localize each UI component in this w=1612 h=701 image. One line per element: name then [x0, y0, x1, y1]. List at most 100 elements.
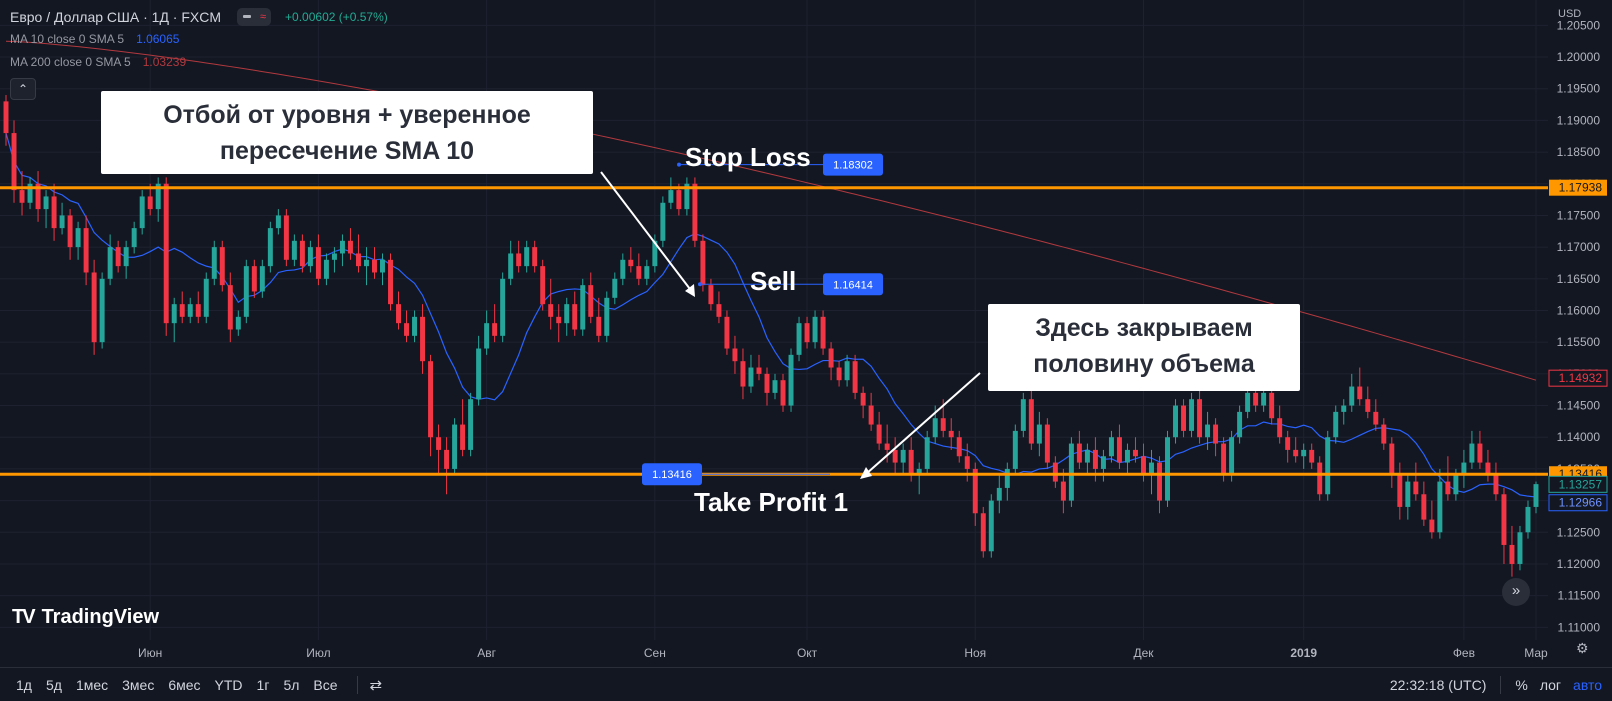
price-tick-label: 1.20500	[1557, 18, 1601, 32]
candle-body	[1517, 532, 1523, 564]
candle-body	[1437, 481, 1443, 533]
candle-body	[67, 215, 73, 248]
candle-body	[524, 247, 530, 267]
symbol-legend[interactable]: Евро / Доллар США · 1Д · FXCM ≈ +0.00602…	[10, 8, 388, 26]
candle-body	[460, 424, 466, 450]
candle-body	[1405, 481, 1411, 507]
range-3m[interactable]: 3мес	[122, 676, 155, 693]
price-tick-label: 1.17500	[1557, 208, 1601, 222]
candle-body	[1076, 443, 1082, 463]
candle-body	[1020, 399, 1026, 431]
candle-body	[884, 443, 890, 450]
candle-body	[844, 361, 850, 381]
log-scale-toggle[interactable]: лог	[1539, 676, 1562, 693]
candle-body	[51, 196, 57, 229]
auto-scale-toggle[interactable]: авто	[1573, 676, 1602, 693]
price-tick-label: 1.17000	[1557, 240, 1601, 254]
candle-body	[187, 304, 193, 317]
candle-body	[299, 240, 305, 267]
ma200-legend[interactable]: MA 200 close 0 SMA 5 1.03239	[10, 55, 186, 69]
tradingview-logo[interactable]: TV TradingView	[12, 606, 159, 629]
price-marker-label: 1.12966	[1559, 496, 1603, 510]
candle-body	[1044, 424, 1050, 463]
range-5d[interactable]: 5д	[45, 676, 62, 693]
candle-body	[195, 304, 201, 317]
range-5y[interactable]: 5л	[283, 676, 300, 693]
candle-body	[540, 266, 546, 305]
range-all[interactable]: Все	[313, 676, 338, 693]
candle-body	[1100, 456, 1106, 469]
scroll-to-realtime-button[interactable]: »	[1502, 578, 1530, 606]
candle-body	[820, 316, 826, 349]
candle-body	[1525, 506, 1531, 533]
percent-scale-toggle[interactable]: %	[1515, 676, 1528, 693]
ma10-legend[interactable]: MA 10 close 0 SMA 5 1.06065	[10, 32, 179, 46]
candle-body	[1413, 481, 1419, 495]
candle-body	[604, 297, 610, 336]
candle-body	[19, 190, 25, 203]
candle-body	[59, 215, 65, 229]
candle-body	[339, 240, 345, 254]
order-price-text: 1.13416	[652, 469, 692, 481]
candle-body	[772, 380, 778, 393]
entry-callout: Отбой от уровня + уверенное пересечение …	[101, 91, 593, 174]
range-1m[interactable]: 1мес	[75, 676, 109, 693]
candle-body	[1357, 386, 1363, 400]
range-1y[interactable]: 1г	[256, 676, 270, 693]
candle-body	[227, 285, 233, 330]
tradingview-wordmark: TradingView	[41, 606, 160, 628]
stop-loss-label: Stop Loss	[685, 142, 811, 172]
candle-body	[1141, 456, 1146, 476]
candle-body	[596, 316, 602, 336]
candle-body	[155, 183, 161, 210]
currency-label[interactable]: USD	[1558, 8, 1581, 20]
candle-body	[724, 316, 730, 349]
range-1d[interactable]: 1д	[16, 676, 32, 693]
order-anchor[interactable]	[698, 282, 702, 287]
candle-body	[868, 405, 874, 425]
price-marker-label: 1.13257	[1559, 477, 1603, 491]
time-axis[interactable]: Июн Июл Авг Сен Окт Ноя Дек 2019 Фев Мар	[138, 646, 1548, 660]
range-6m[interactable]: 6мес	[168, 676, 201, 693]
candle-body	[1221, 443, 1227, 476]
order-price-badge[interactable]	[823, 273, 883, 296]
candle-body	[1301, 449, 1307, 457]
order-anchor[interactable]	[677, 162, 681, 167]
visibility-toggle[interactable]: ≈	[237, 8, 272, 26]
price-axis[interactable]: 1.205001.200001.195001.190001.185001.180…	[1557, 18, 1601, 634]
annotation-arrows	[600, 171, 981, 479]
candle-body	[1253, 392, 1259, 406]
candles	[3, 95, 1539, 577]
clock[interactable]: 22:32:18 (UTC)	[1389, 676, 1487, 693]
candle-body	[996, 487, 1002, 501]
date-range-icon[interactable]: ⇄	[369, 676, 383, 694]
order-price-badge[interactable]	[642, 463, 702, 486]
candle-body	[1084, 449, 1090, 463]
candle-body	[1485, 462, 1491, 476]
close-arrow-line	[865, 372, 981, 475]
candle-body	[532, 247, 538, 267]
candle-body	[1052, 462, 1058, 482]
order-lines[interactable]: 1.18302 1.16414 1.13416	[642, 153, 883, 486]
candle-body	[980, 513, 986, 552]
candle-body	[660, 202, 666, 241]
range-ytd[interactable]: YTD	[214, 676, 243, 693]
candle-body	[1269, 392, 1275, 419]
time-tick-label: Окт	[797, 646, 818, 660]
collapse-legend-button[interactable]: ⌃	[10, 78, 36, 100]
candle-body	[388, 259, 393, 305]
candle-body	[1325, 437, 1331, 495]
candle-body	[11, 133, 17, 191]
order-price-badge[interactable]	[823, 153, 883, 176]
candle-body	[620, 259, 626, 279]
candle-body	[75, 228, 81, 248]
candle-body	[836, 367, 842, 381]
candle-body	[139, 196, 145, 229]
candle-body	[1132, 449, 1138, 457]
settings-icon[interactable]: ⚙	[1576, 640, 1589, 656]
candle-body	[107, 247, 113, 279]
candle-body	[1349, 386, 1355, 406]
candle-body	[1373, 411, 1379, 425]
